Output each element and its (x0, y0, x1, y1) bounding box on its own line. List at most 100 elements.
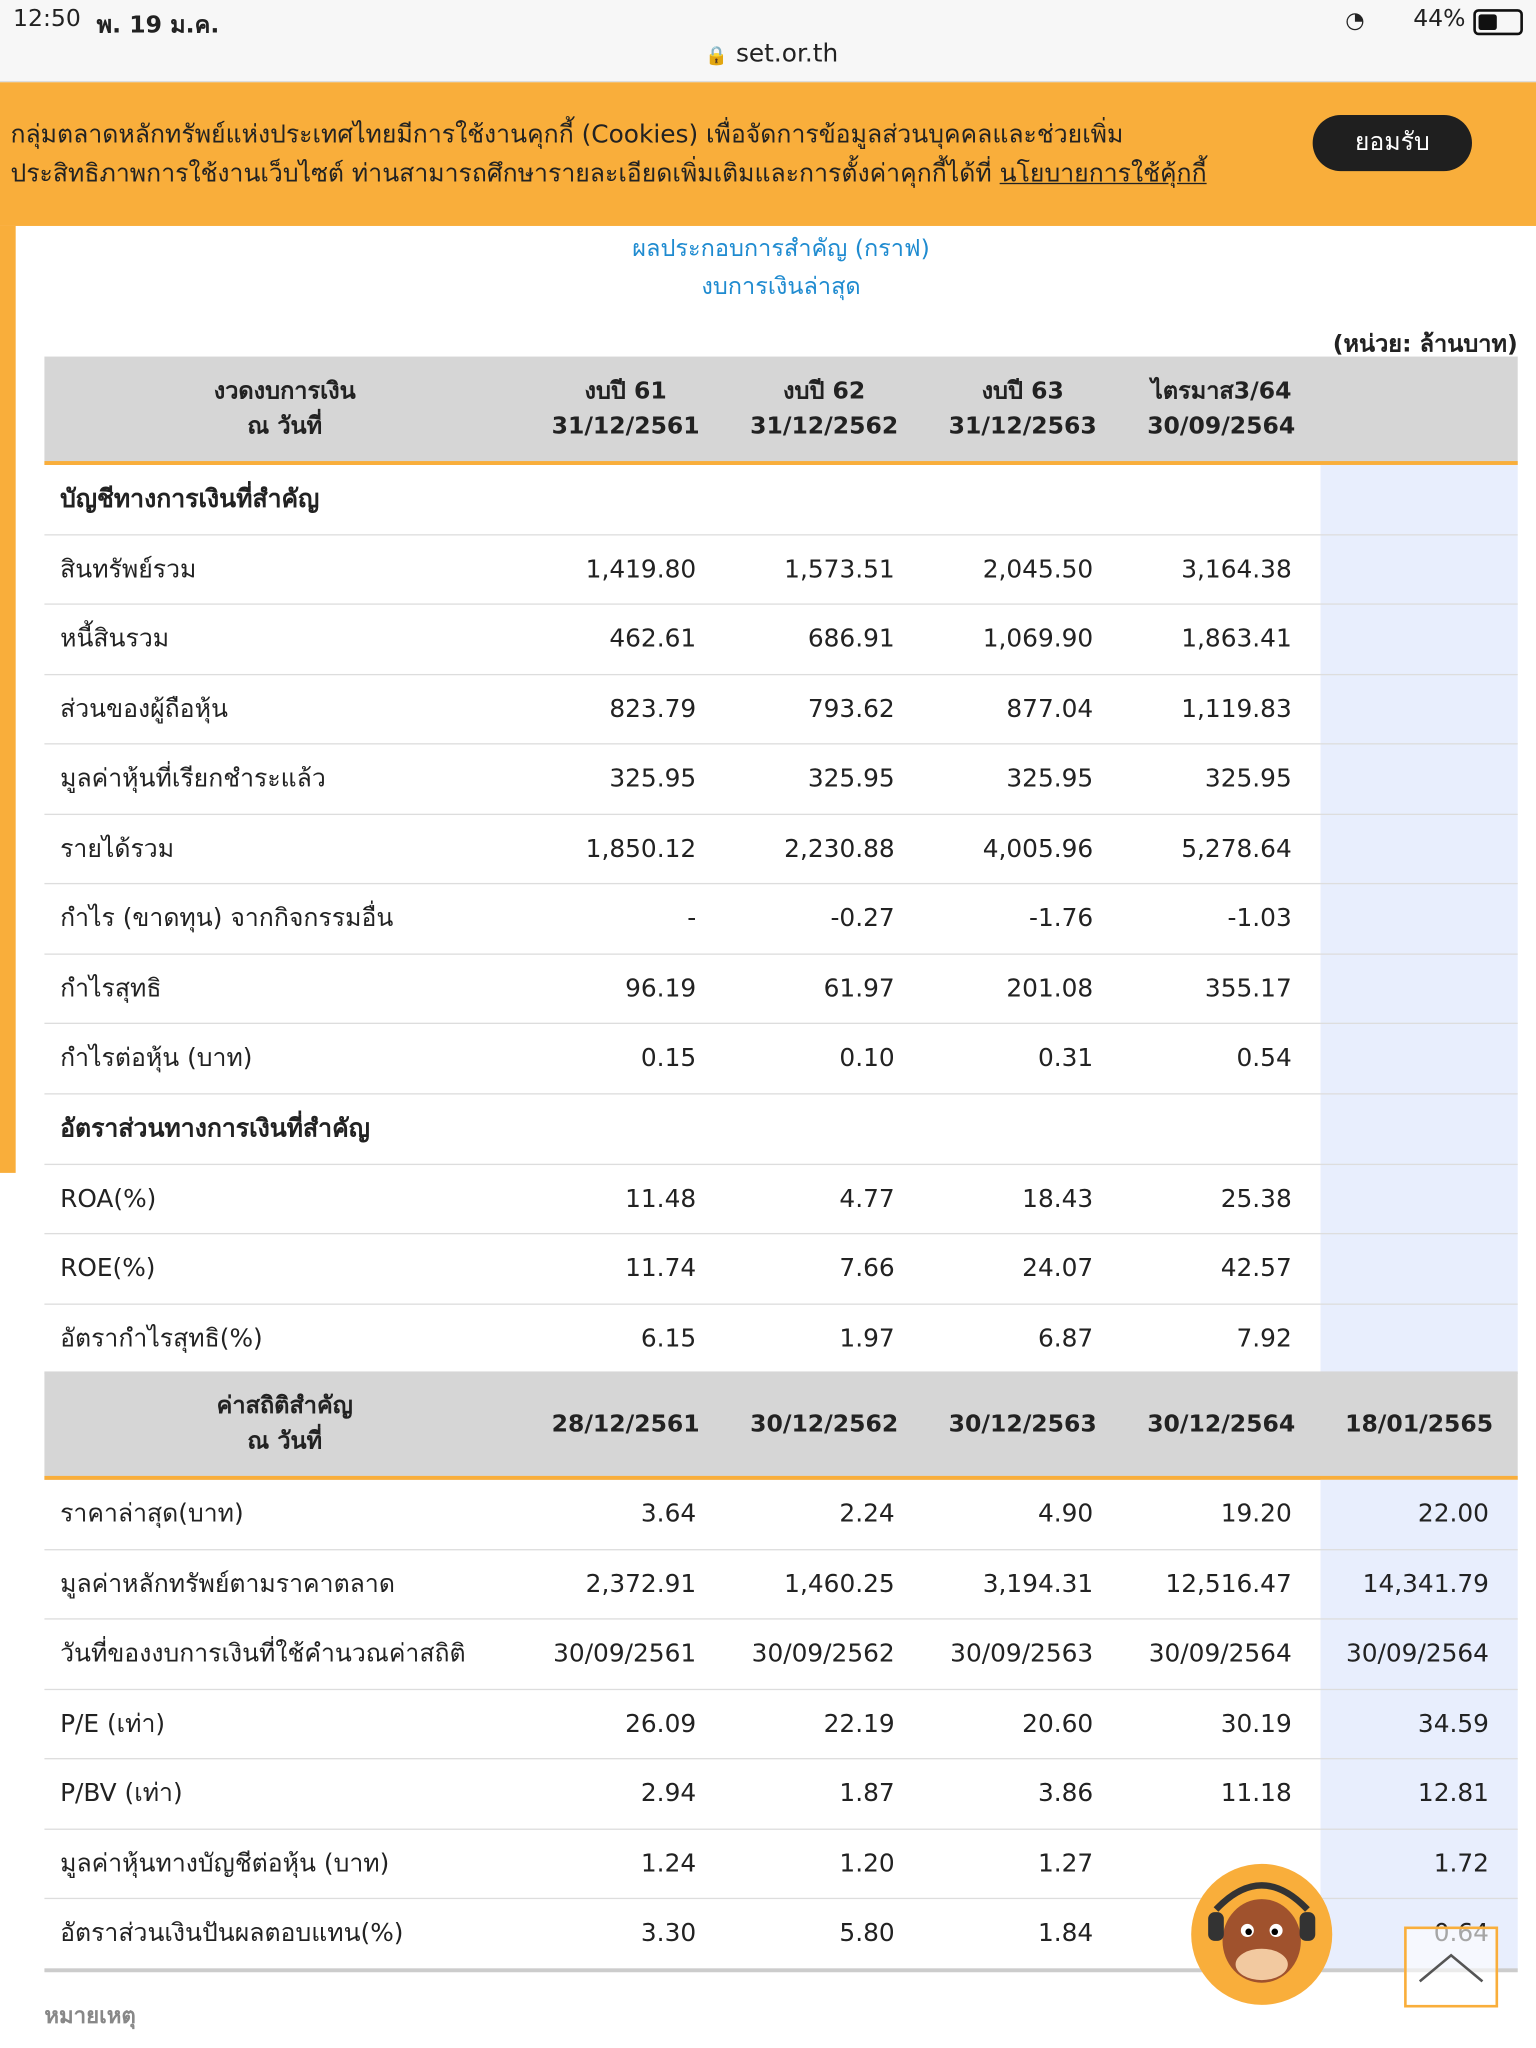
row-border (44, 1828, 1518, 1830)
value-cell: 5,278.64 (1181, 834, 1292, 864)
table-header (44, 356, 1518, 465)
value-cell: 1,460.25 (784, 1569, 895, 1599)
header-cell: 31/12/2563 (948, 412, 1097, 441)
value-cell: -0.27 (830, 904, 895, 933)
row-border (44, 1093, 1518, 1095)
value-cell: 0.54 (1236, 1044, 1292, 1073)
value-cell: 2.94 (640, 1779, 697, 1809)
row-border (44, 1023, 1518, 1025)
highlight-column (1320, 464, 1518, 1375)
value-cell: 14,341.79 (1362, 1569, 1489, 1599)
value-cell: 12,516.47 (1165, 1569, 1292, 1599)
value-cell: 20.60 (1022, 1709, 1094, 1739)
row-label: มูลค่าหุ้นที่เรียกชำระแล้ว (60, 764, 326, 794)
cookie-text-2: ประสิทธิภาพการใช้งานเว็บไซต์ ท่านสามารถศ… (10, 159, 992, 189)
value-cell: 22.00 (1417, 1499, 1489, 1529)
value-cell: 24.07 (1022, 1253, 1094, 1283)
mascot[interactable] (1182, 1855, 1341, 2014)
value-cell: 6.87 (1037, 1323, 1094, 1353)
value-cell: 3.30 (640, 1919, 697, 1948)
value-cell: - (687, 904, 697, 933)
header-cell: 30/12/2562 (750, 1410, 899, 1438)
value-cell: 462.61 (609, 624, 697, 654)
financial-link[interactable]: งบการเงินล่าสุด (701, 272, 861, 301)
value-cell: 877.04 (1006, 694, 1094, 724)
row-label: ROA(%) (60, 1183, 157, 1213)
row-label: มูลค่าหลักทรัพย์ตามราคาตลาด (60, 1569, 395, 1599)
row-label: อัตราส่วนเงินปันผลตอบแทน(%) (60, 1919, 404, 1948)
value-cell: 1.24 (640, 1849, 697, 1879)
status-time: 12:50 (13, 5, 81, 33)
row-border (44, 673, 1518, 675)
value-cell: 7.66 (839, 1253, 895, 1283)
row-border (44, 883, 1518, 885)
value-cell: 25.38 (1220, 1183, 1292, 1213)
cookie-text: ประสิทธิภาพการใช้งานเว็บไซต์ ท่านสามารถศ… (10, 154, 1206, 193)
url-text: set.or.th (735, 39, 839, 68)
value-cell: 1,573.51 (784, 554, 895, 584)
header-cell: งบปี 62 (783, 377, 866, 405)
row-border (44, 1163, 1518, 1165)
value-cell: 11.18 (1220, 1779, 1292, 1809)
row-border (44, 1968, 1518, 1973)
value-cell: 0.15 (640, 1044, 697, 1073)
value-cell: 355.17 (1204, 974, 1292, 1003)
row-label: P/BV (เท่า) (60, 1779, 183, 1809)
row-label: มูลค่าหุ้นทางบัญชีต่อหุ้น (บาท) (60, 1849, 390, 1879)
row-border (44, 1618, 1518, 1620)
header-cell: งวดงบการเงิน (213, 377, 356, 405)
note-title: หมายเหตุ (44, 2003, 136, 2030)
value-cell: 7.92 (1236, 1323, 1292, 1353)
value-cell: 325.95 (1006, 764, 1094, 794)
value-cell: 3.86 (1037, 1779, 1094, 1809)
row-label: ราคาล่าสุด(บาท) (60, 1499, 244, 1529)
row-label: รายได้รวม (60, 834, 175, 864)
value-cell: 96.19 (625, 974, 697, 1003)
value-cell: 1,419.80 (585, 554, 697, 584)
value-cell: 6.15 (640, 1323, 697, 1353)
scroll-top-button[interactable] (1404, 1926, 1499, 2008)
value-cell: 1.27 (1037, 1849, 1094, 1879)
header-cell: งบปี 63 (981, 377, 1064, 405)
row-border (44, 603, 1518, 605)
row-label: วันที่ของงบการเงินที่ใช้คำนวณค่าสถิติ (60, 1639, 466, 1669)
value-cell: 2.24 (839, 1499, 895, 1529)
accept-button[interactable]: ยอมรับ (1312, 114, 1472, 172)
row-border (44, 533, 1518, 535)
value-cell: 30.19 (1220, 1709, 1292, 1739)
unit-label: (หน่วย: ล้านบาท) (1332, 330, 1518, 358)
row-border (44, 1758, 1518, 1760)
row-border (44, 953, 1518, 955)
value-cell: 61.97 (823, 974, 895, 1003)
status-date: พ. 19 ม.ค. (96, 11, 220, 40)
value-cell: -1.76 (1028, 904, 1094, 933)
cookie-link[interactable]: นโยบายการใช้คุ้กกี้ (999, 159, 1207, 189)
value-cell: 3,194.31 (982, 1569, 1094, 1599)
row-border (44, 1898, 1518, 1900)
row-border (44, 1302, 1518, 1305)
row-label: ROE(%) (60, 1253, 156, 1283)
value-cell: 1.20 (839, 1849, 895, 1879)
row-label: หนี้สินรวม (60, 624, 170, 654)
url[interactable]: 🔒 set.or.th (705, 39, 839, 68)
row-label: ส่วนของผู้ถือหุ้น (60, 694, 228, 724)
highlight-column (1320, 1480, 1518, 1970)
value-cell: 4,005.96 (982, 834, 1094, 864)
value-cell: 30/09/2561 (553, 1639, 697, 1669)
browser-bar (0, 0, 1536, 83)
graph-link[interactable]: ผลประกอบการสำคัญ (กราฟ) (632, 235, 930, 263)
value-cell: 34.59 (1417, 1709, 1489, 1739)
value-cell: 1.72 (1433, 1849, 1489, 1879)
value-cell: 30/09/2564 (1148, 1639, 1292, 1669)
row-border (44, 1233, 1518, 1235)
value-cell: 823.79 (609, 694, 697, 724)
value-cell: 201.08 (1006, 974, 1094, 1003)
value-cell: 30/09/2562 (751, 1639, 895, 1669)
header-cell: 28/12/2561 (551, 1410, 700, 1438)
value-cell: 4.90 (1037, 1499, 1094, 1529)
wifi-icon: ◔ (1345, 7, 1365, 34)
section-label: บัญชีทางการเงินที่สำคัญ (60, 484, 320, 514)
battery-level: 44% (1413, 5, 1466, 33)
value-cell: 5.80 (839, 1919, 895, 1948)
value-cell: 1.84 (1037, 1919, 1094, 1948)
